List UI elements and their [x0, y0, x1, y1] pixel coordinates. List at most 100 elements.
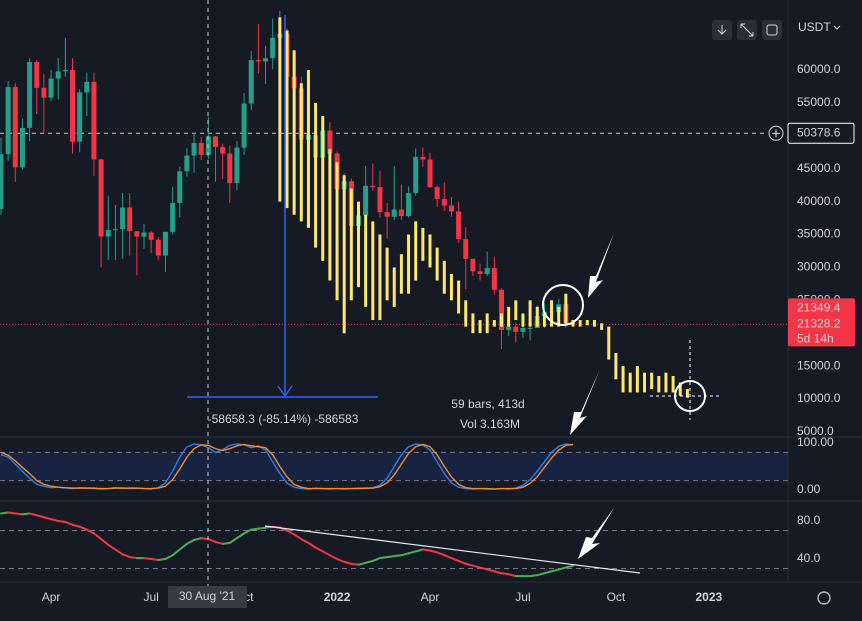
candle-body	[62, 69, 68, 72]
indicator-segment	[7, 511, 17, 515]
last-price-box	[788, 298, 855, 347]
indicator-segment	[114, 548, 124, 556]
indicator-segment	[400, 552, 410, 557]
y-tick-label: 35000.0	[797, 227, 841, 241]
indicator-segment	[28, 512, 38, 517]
candle-body	[77, 92, 83, 142]
indicator-segment	[357, 561, 367, 566]
annotation-arrow	[578, 508, 614, 559]
main-series-layer	[0, 10, 689, 398]
indicator-segment	[407, 550, 417, 555]
dropdown-caret	[833, 25, 841, 30]
last-price-label: 21349.4	[797, 300, 841, 314]
candle-body	[506, 326, 512, 330]
indicator-segment	[207, 538, 217, 543]
indicator-segment	[257, 526, 267, 530]
indicator-segment	[235, 532, 246, 540]
overlay-layer: 50378.6 21349.4 21328.25d 14h 30 Aug '21	[168, 122, 855, 608]
y-tick-label: 60000.0	[797, 62, 841, 76]
indicator-segment	[386, 555, 396, 559]
indicator-segment	[21, 512, 31, 516]
candle-body	[155, 239, 161, 256]
candle-body	[406, 193, 412, 217]
screenshot-button[interactable]	[762, 20, 782, 40]
candle-body	[213, 136, 218, 147]
indicator-segment	[78, 525, 88, 531]
candle-body	[191, 143, 197, 156]
settings-button[interactable]	[817, 591, 831, 605]
indicator-segment	[471, 564, 482, 569]
indicator-segment	[350, 562, 360, 566]
indicator-segment	[14, 512, 24, 516]
annotation-arrow	[570, 369, 600, 435]
y-tick-label: 0.00	[797, 482, 821, 496]
icon	[772, 129, 780, 138]
indicator-segment	[107, 543, 117, 551]
x-tick-label: Oct	[607, 590, 626, 604]
candle-body	[420, 156, 426, 160]
last-price-label: 21328.2	[797, 316, 841, 330]
candle-body	[84, 81, 90, 93]
indicator-segment	[371, 557, 381, 562]
indicator-segment	[157, 558, 167, 561]
indicator-segment	[429, 549, 439, 554]
indicator-segment	[57, 520, 67, 523]
icon	[717, 25, 727, 35]
y-tick-label: 45000.0	[797, 161, 841, 175]
candle-body	[248, 60, 254, 104]
indicator-segment	[128, 556, 138, 560]
candle-body	[27, 62, 33, 128]
y-tick-label: 15000.0	[797, 358, 841, 372]
indicator-segment	[71, 523, 81, 528]
currency-label[interactable]: USDT	[798, 20, 831, 34]
candle-body	[413, 156, 419, 194]
candle-body	[363, 185, 369, 216]
candle-body	[41, 87, 47, 98]
candle-body	[12, 87, 18, 168]
countdown-label: 5d 14h	[797, 331, 834, 345]
crosshair-date-box	[168, 586, 247, 608]
candle-body	[170, 202, 176, 232]
indicator-segment	[321, 550, 331, 557]
y-tick-label: 100.00	[797, 435, 834, 449]
measure-arrow-head	[277, 385, 293, 398]
indicator-segment	[164, 554, 174, 561]
candle-body	[377, 187, 383, 213]
candle-body	[112, 229, 118, 231]
candle-body	[391, 209, 397, 217]
indicator-segment	[364, 559, 374, 564]
indicator-segment	[543, 570, 553, 575]
indicator-segment	[557, 566, 567, 571]
indicator-segment	[479, 566, 489, 571]
indicator-segment	[378, 556, 389, 560]
candle-body	[127, 207, 133, 232]
indicator-segment	[529, 574, 539, 578]
indicator-segment	[550, 568, 560, 573]
candle-body	[484, 268, 490, 274]
indicator-line	[0, 443, 574, 490]
indicator-segment	[150, 558, 160, 561]
indicator-segment	[436, 551, 446, 557]
indicator-segment	[243, 528, 253, 535]
indicator-segment	[171, 548, 181, 557]
measure-bars: 59 bars, 413d	[451, 397, 524, 411]
candle-body	[491, 268, 497, 290]
indicator-segment	[457, 559, 467, 565]
indicator-segment	[314, 546, 324, 553]
indicator-segment	[0, 511, 10, 515]
indicator-segment	[100, 538, 110, 546]
y-tick-label: 40000.0	[797, 194, 841, 208]
indicator-segment	[293, 533, 303, 541]
indicator-segment	[507, 573, 517, 578]
indicator-segment	[121, 553, 131, 559]
indicator-segment	[92, 532, 103, 541]
indicator-segment	[35, 514, 45, 519]
candle-body	[434, 187, 440, 199]
candle-body	[255, 60, 261, 62]
series-layer: 5000.010000.015000.020000.025000.030000.…	[0, 62, 841, 604]
candle-body	[499, 289, 504, 330]
candle-body	[384, 212, 390, 217]
candle-body	[98, 159, 104, 237]
candle-body	[177, 171, 183, 203]
